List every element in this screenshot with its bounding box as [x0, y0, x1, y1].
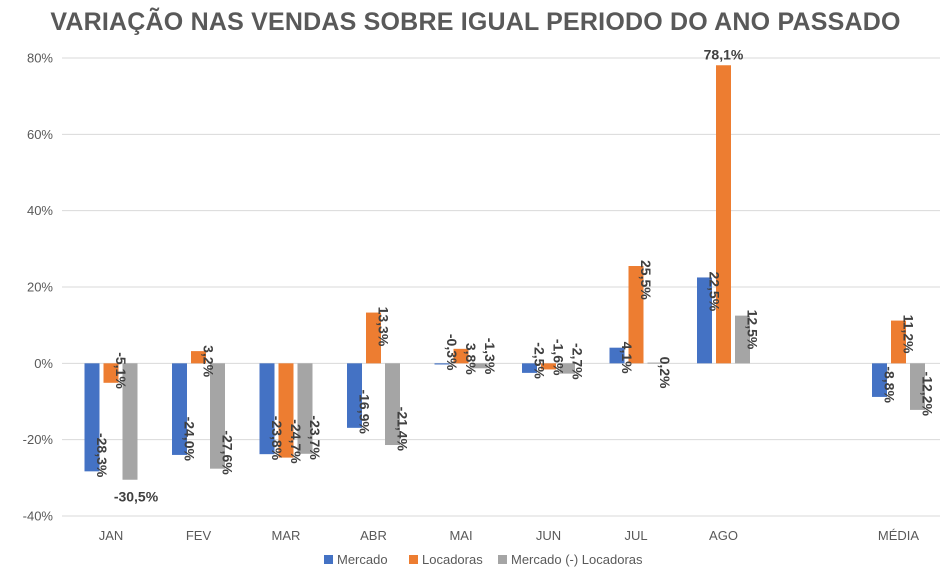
bar-locadoras-fev: [191, 351, 206, 364]
bar-mercado-mai: [434, 363, 450, 365]
bar-mercado-ago: [697, 277, 712, 364]
bar-locadoras-média: [891, 320, 906, 364]
bar-locadoras-ago: [716, 65, 731, 364]
bar-mercado-jul: [609, 347, 625, 364]
x-tick-label: JUN: [536, 528, 561, 543]
data-label: 25,5%: [638, 260, 654, 300]
y-tick-label: -20%: [23, 432, 54, 447]
x-tick-label: MAR: [272, 528, 301, 543]
data-label: 11,2%: [901, 315, 917, 354]
bar-mercado-fev: [172, 363, 187, 455]
legend-swatch: [409, 555, 418, 564]
gridlines: [62, 57, 940, 517]
chart-title: VARIAÇÃO NAS VENDAS SOBRE IGUAL PERIODO …: [50, 8, 901, 36]
legend-swatch: [324, 555, 333, 564]
x-tick-label: MÉDIA: [878, 528, 920, 543]
data-label: -23,8%: [269, 416, 285, 461]
data-label: -2,5%: [532, 342, 548, 379]
bar-mercado-locadoras-jan: [122, 363, 138, 480]
data-label: -8,8%: [882, 366, 898, 403]
data-label: 0,2%: [657, 357, 673, 389]
x-tick-label: AGO: [709, 528, 738, 543]
data-label: 12,5%: [745, 310, 761, 350]
data-label: -1,6%: [551, 339, 567, 376]
data-label: -5,1%: [113, 352, 129, 389]
data-label: -21,4%: [395, 407, 411, 452]
legend: Mercado Locadoras Mercado (-) Locadoras: [324, 552, 643, 567]
legend-label: Locadoras: [422, 552, 483, 567]
x-tick-label: FEV: [186, 528, 212, 543]
data-label: -28,3%: [94, 433, 110, 478]
bars: [84, 65, 925, 480]
data-label: -1,3%: [482, 338, 498, 375]
data-label: 13,3%: [376, 307, 392, 347]
data-label: 78,1%: [704, 46, 744, 62]
bar-mercado-mar: [259, 363, 275, 455]
data-label: -16,9%: [357, 389, 373, 434]
bar-mercado-jun: [522, 363, 537, 373]
data-label: -23,7%: [307, 415, 323, 460]
bar-locadoras-jun: [541, 363, 556, 370]
bar-mercado-locadoras-fev: [210, 363, 225, 469]
legend-label: Mercado: [337, 552, 388, 567]
y-tick-label: 80%: [27, 51, 53, 66]
bar-locadoras-abr: [366, 312, 381, 364]
bar-locadoras-jul: [628, 266, 644, 364]
bar-mercado-locadoras-média: [910, 363, 925, 410]
bar-locadoras-jan: [103, 363, 119, 383]
bar-locadoras-mai: [453, 348, 469, 364]
y-tick-label: -40%: [23, 509, 54, 524]
bar-locadoras-mar: [278, 363, 294, 458]
y-tick-label: 60%: [27, 127, 53, 142]
legend-label: Mercado (-) Locadoras: [511, 552, 643, 567]
x-tick-label: JUL: [624, 528, 647, 543]
bar-mercado-locadoras-abr: [385, 363, 400, 446]
data-label: -30,5%: [114, 489, 159, 505]
bar-mercado-média: [872, 363, 887, 397]
y-tick-label: 40%: [27, 203, 53, 218]
bar-mercado-jan: [84, 363, 100, 472]
data-label: 22,5%: [707, 271, 723, 311]
bar-mercado-locadoras-mai: [472, 363, 488, 369]
data-label: -27,6%: [220, 430, 236, 475]
x-tick-label: MAI: [449, 528, 472, 543]
data-label: -24,0%: [182, 417, 198, 462]
bar-mercado-abr: [347, 363, 362, 428]
y-tick-label: 20%: [27, 280, 53, 295]
x-tick-label: ABR: [360, 528, 387, 543]
data-label: -0,3%: [444, 334, 460, 371]
data-label: -24,7%: [288, 419, 304, 464]
bar-mercado-locadoras-ago: [735, 315, 750, 364]
x-tick-label: JAN: [99, 528, 124, 543]
data-label: -12,2%: [920, 372, 936, 417]
bar-mercado-locadoras-jun: [560, 363, 575, 374]
data-label: 3,2%: [201, 345, 217, 377]
axes: -40% -20% 0% 20% 40% 60% 80% JAN FEV MAR ABR MAI JUN…: [23, 51, 920, 544]
data-label: -2,7%: [570, 343, 586, 380]
y-tick-label: 0%: [34, 356, 53, 371]
bar-mercado-locadoras-mar: [297, 363, 313, 454]
data-label: 4,1%: [619, 342, 635, 374]
data-labels: -28,3%-5,1%-30,5%-24,0%3,2%-27,6% -23,8% -…: [94, 46, 936, 504]
legend-swatch: [498, 555, 507, 564]
bar-mercado-locadoras-jul: [647, 362, 663, 364]
data-label: 3,8%: [463, 343, 479, 375]
